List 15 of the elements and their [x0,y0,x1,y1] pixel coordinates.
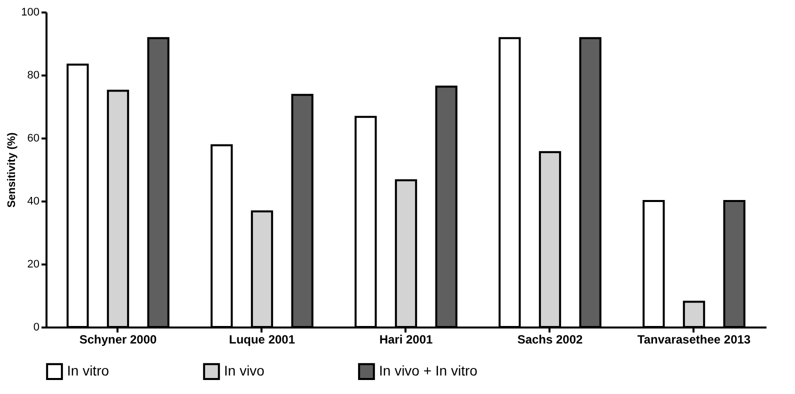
x-tick-label: Luque 2001 [228,332,296,346]
y-tick-label: 20 [27,258,40,270]
y-tick-label: 0 [33,322,40,334]
y-tick-label: 80 [27,70,40,82]
legend-label: In vivo [224,362,265,379]
y-tick-label: 40 [27,196,40,208]
y-tick-label: 100 [21,6,40,18]
x-tick-label: Hari 2001 [379,332,434,346]
x-tick-label: Tanvarasethee 2013 [637,332,751,346]
x-tick-label: Sachs 2002 [517,332,584,346]
x-tick-label: Schyner 2000 [79,332,158,346]
y-tick-label: 60 [27,132,40,144]
legend-label: In vitro [67,362,110,379]
legend-label: In vivo + In vitro [379,362,478,379]
y-axis-title: Sensitivity (%) [6,132,18,208]
